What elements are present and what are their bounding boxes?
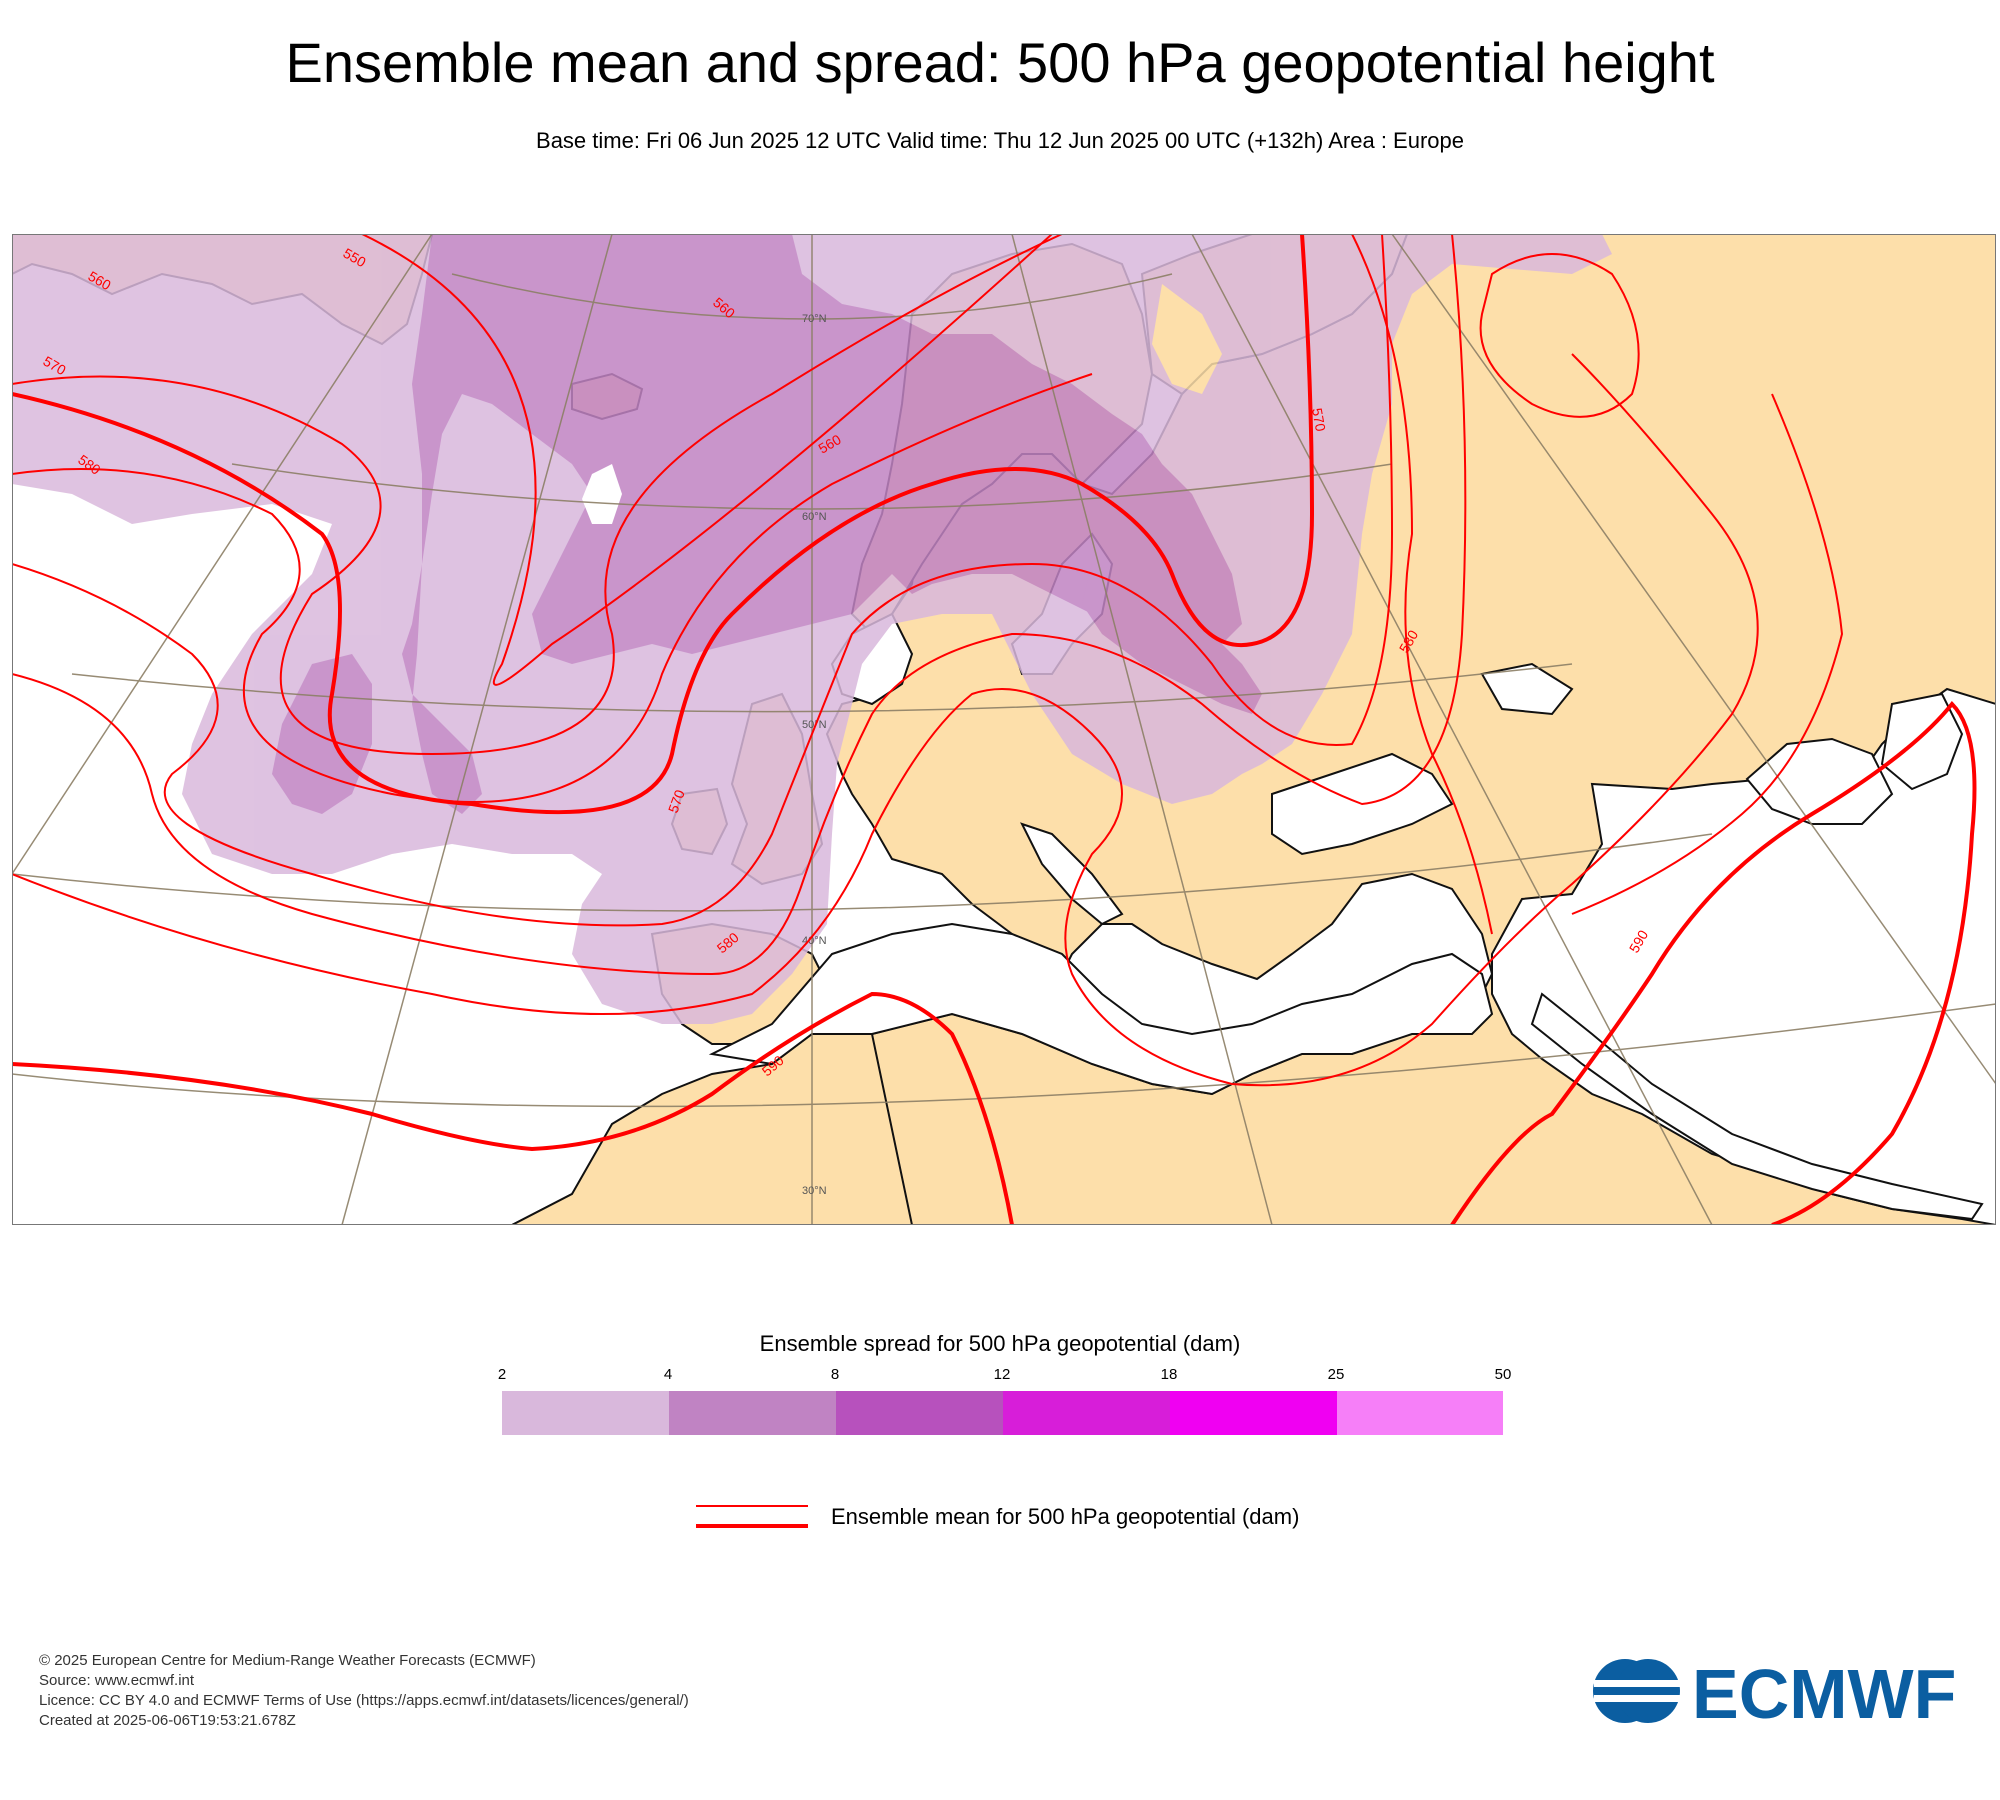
spread-tick-4: 18 [1160,1366,1178,1383]
spread-tick-5: 25 [1327,1366,1345,1383]
meridian-20w [12,234,433,875]
contour-580 [12,353,1759,1087]
contour-b [12,234,1063,756]
meridian-10w [341,234,613,1225]
spread-tick-1: 4 [663,1366,673,1383]
contour-590-west [12,991,1014,1225]
spread-swatch-0 [502,1391,669,1435]
latitude-labels: 70°N 60°N 50°N 40°N 30°N [802,313,827,1197]
sea-aral [1480,662,1574,716]
spread-swatch-2 [836,1391,1003,1435]
parallel-30n [12,1003,1996,1108]
contour-f [1351,234,1493,935]
mean-legend-title: Ensemble mean for 500 hPa geopotential (… [831,1504,1300,1529]
spread-band-4-8 [402,234,1242,814]
sea-caspian [1745,737,1894,825]
mean-legend-thin-line [696,1505,808,1507]
footer-copyright: © 2025 European Centre for Medium-Range … [39,1652,536,1669]
parallel-50n [71,663,1573,713]
ecmwf-logo-mark [1593,1659,1680,1723]
spread-tick-2: 8 [830,1366,840,1383]
spread-gap-b [1152,284,1222,394]
chart-title: Ensemble mean and spread: 500 hPa geopot… [285,31,1715,94]
mean-legend-thick-line [696,1524,808,1528]
map-frame [12,234,1996,1225]
lat-label-70n: 70°N [802,313,827,325]
footer: © 2025 European Centre for Medium-Range … [39,1651,689,1731]
parallel-40n [12,833,1713,912]
spread-tick-0: 2 [497,1366,507,1383]
sea-adriatic [1020,822,1124,926]
lat-label-60n: 60°N [802,511,827,523]
chart-subtitle: Base time: Fri 06 Jun 2025 12 UTC Valid … [536,128,1464,153]
spread-swatch-1 [669,1391,836,1435]
spread-band-4-8-c [1082,564,1262,714]
spread-gap [582,464,622,524]
contour-e [12,234,1467,976]
lat-label-50n: 50°N [802,719,827,731]
ecmwf-logo: ECMWF [1593,1658,1956,1724]
europe-map: 70°N 60°N 50°N 40°N 30°N 550 560 570 560… [12,234,1996,1225]
sea-mediterranean [708,922,1494,1096]
geopotential-contours [12,234,1977,1225]
contour-label-7: 570 [665,787,688,815]
contour-g [1571,393,1844,915]
ecmwf-logo-text: ECMWF [1692,1658,1956,1724]
contour-d [12,234,1394,927]
spread-tick-6: 50 [1494,1366,1512,1383]
footer-source: Source: www.ecmwf.int [39,1672,195,1689]
sea-red [1530,992,1984,1221]
meridian-30e [1391,234,1996,1085]
lat-label-40n: 40°N [802,935,827,947]
graticule [12,234,1996,1225]
spread-swatch-5 [1337,1391,1503,1435]
meridian-20e [1191,234,1713,1225]
footer-created: Created at 2025-06-06T19:53:21.678Z [39,1712,296,1729]
contour-a [361,234,1053,686]
spread-tick-3: 12 [993,1366,1011,1383]
spread-swatch-3 [1003,1391,1170,1435]
spread-legend-title: Ensemble spread for 500 hPa geopotential… [759,1331,1241,1356]
contour-590-east [1450,701,1977,1225]
footer-licence: Licence: CC BY 4.0 and ECMWF Terms of Us… [39,1692,689,1709]
meridian-10e [1011,234,1273,1225]
spread-swatch-4 [1170,1391,1337,1435]
contour-ring [1479,253,1640,418]
inland-seas [708,532,1984,1221]
lat-label-30n: 30°N [802,1185,827,1197]
contour-570 [12,234,1315,815]
contour-label-10: 570 [1309,407,1329,433]
